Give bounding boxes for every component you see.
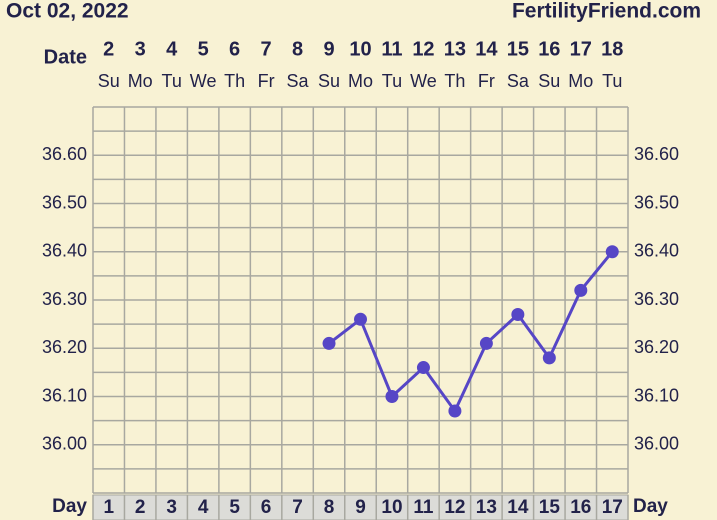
- weekday-label: Su: [538, 71, 560, 91]
- date-label: 14: [475, 38, 498, 60]
- date-label: 9: [323, 38, 334, 60]
- weekday-label: Su: [98, 71, 120, 91]
- chart-title: Oct 02, 2022: [6, 0, 129, 23]
- y-tick-label-right: 36.40: [634, 241, 679, 261]
- data-point: [542, 351, 556, 365]
- weekday-label: Tu: [382, 71, 402, 91]
- y-tick-label-right: 36.10: [634, 385, 679, 405]
- data-point: [354, 312, 367, 326]
- y-tick-label: 36.50: [42, 192, 87, 212]
- weekday-label: Tu: [602, 71, 622, 91]
- date-label: 15: [507, 38, 529, 60]
- y-tick-label-right: 36.50: [634, 192, 679, 212]
- date-label: 6: [229, 38, 240, 60]
- y-tick-label: 36.20: [42, 337, 87, 357]
- x-tick-label: 9: [355, 497, 366, 518]
- data-point: [574, 283, 588, 297]
- date-label: 3: [135, 38, 146, 60]
- x-tick-label: 11: [413, 497, 434, 518]
- y-tick-label: 36.40: [42, 241, 87, 261]
- day-label: Day: [52, 496, 87, 517]
- data-point: [479, 336, 493, 350]
- weekday-label: Mo: [348, 71, 373, 91]
- date-label: 17: [570, 38, 592, 60]
- x-tick-label: 3: [166, 497, 177, 518]
- weekday-label: We: [410, 71, 437, 91]
- x-tick-label: 10: [381, 497, 402, 518]
- x-tick-label: 1: [103, 497, 114, 518]
- date-label: 12: [412, 38, 434, 60]
- series-line: [328, 250, 614, 413]
- date-label: 2: [103, 38, 114, 60]
- x-tick-label: 6: [261, 497, 272, 518]
- weekday-label: We: [190, 71, 217, 91]
- x-tick-label: 2: [135, 497, 146, 518]
- date-label: 8: [292, 38, 303, 60]
- date-label: 5: [198, 38, 209, 60]
- x-tick-label: 12: [444, 497, 465, 518]
- x-tick-label: 16: [570, 497, 591, 518]
- weekday-label: Sa: [507, 71, 530, 91]
- x-tick-label: 14: [507, 497, 529, 518]
- data-point: [416, 361, 430, 375]
- date-label: Date: [44, 46, 87, 68]
- y-tick-label-right: 36.20: [634, 337, 679, 357]
- data-point: [448, 404, 462, 418]
- weekday-label: Fr: [258, 71, 275, 91]
- date-label: 7: [261, 38, 272, 60]
- y-tick-label: 36.10: [42, 385, 87, 405]
- weekday-label: Th: [444, 71, 465, 91]
- weekday-label: Tu: [162, 71, 182, 91]
- data-point: [322, 336, 336, 350]
- date-label: 16: [538, 38, 560, 60]
- x-tick-label: 8: [324, 497, 335, 518]
- x-tick-label: 4: [198, 497, 209, 518]
- date-label: 13: [444, 38, 466, 60]
- weekday-label: Mo: [128, 71, 153, 91]
- date-label: 18: [601, 38, 623, 60]
- x-tick-label: 7: [292, 497, 303, 518]
- x-tick-label: 15: [539, 497, 561, 518]
- day-label: Day: [633, 496, 668, 517]
- data-point: [511, 307, 525, 321]
- x-tick-label: 5: [229, 497, 240, 518]
- date-label: 10: [349, 38, 371, 60]
- y-tick-label-right: 36.30: [634, 289, 679, 309]
- weekday-label: Su: [318, 71, 340, 91]
- y-tick-label: 36.60: [42, 144, 87, 164]
- date-label: 11: [381, 38, 402, 60]
- y-tick-label: 36.00: [42, 434, 87, 454]
- date-label: 4: [166, 38, 178, 60]
- weekday-label: Mo: [568, 71, 593, 91]
- y-tick-label-right: 36.00: [634, 434, 679, 454]
- data-point: [605, 245, 619, 259]
- x-tick-label: 17: [602, 497, 623, 518]
- weekday-label: Sa: [287, 71, 310, 91]
- data-point: [385, 390, 399, 403]
- y-tick-label: 36.30: [42, 289, 87, 309]
- weekday-label: Fr: [478, 71, 495, 91]
- weekday-label: Th: [224, 71, 245, 91]
- x-tick-label: 13: [476, 497, 497, 518]
- y-tick-label-right: 36.60: [634, 144, 679, 164]
- source: FertilityFriend.com: [512, 0, 701, 23]
